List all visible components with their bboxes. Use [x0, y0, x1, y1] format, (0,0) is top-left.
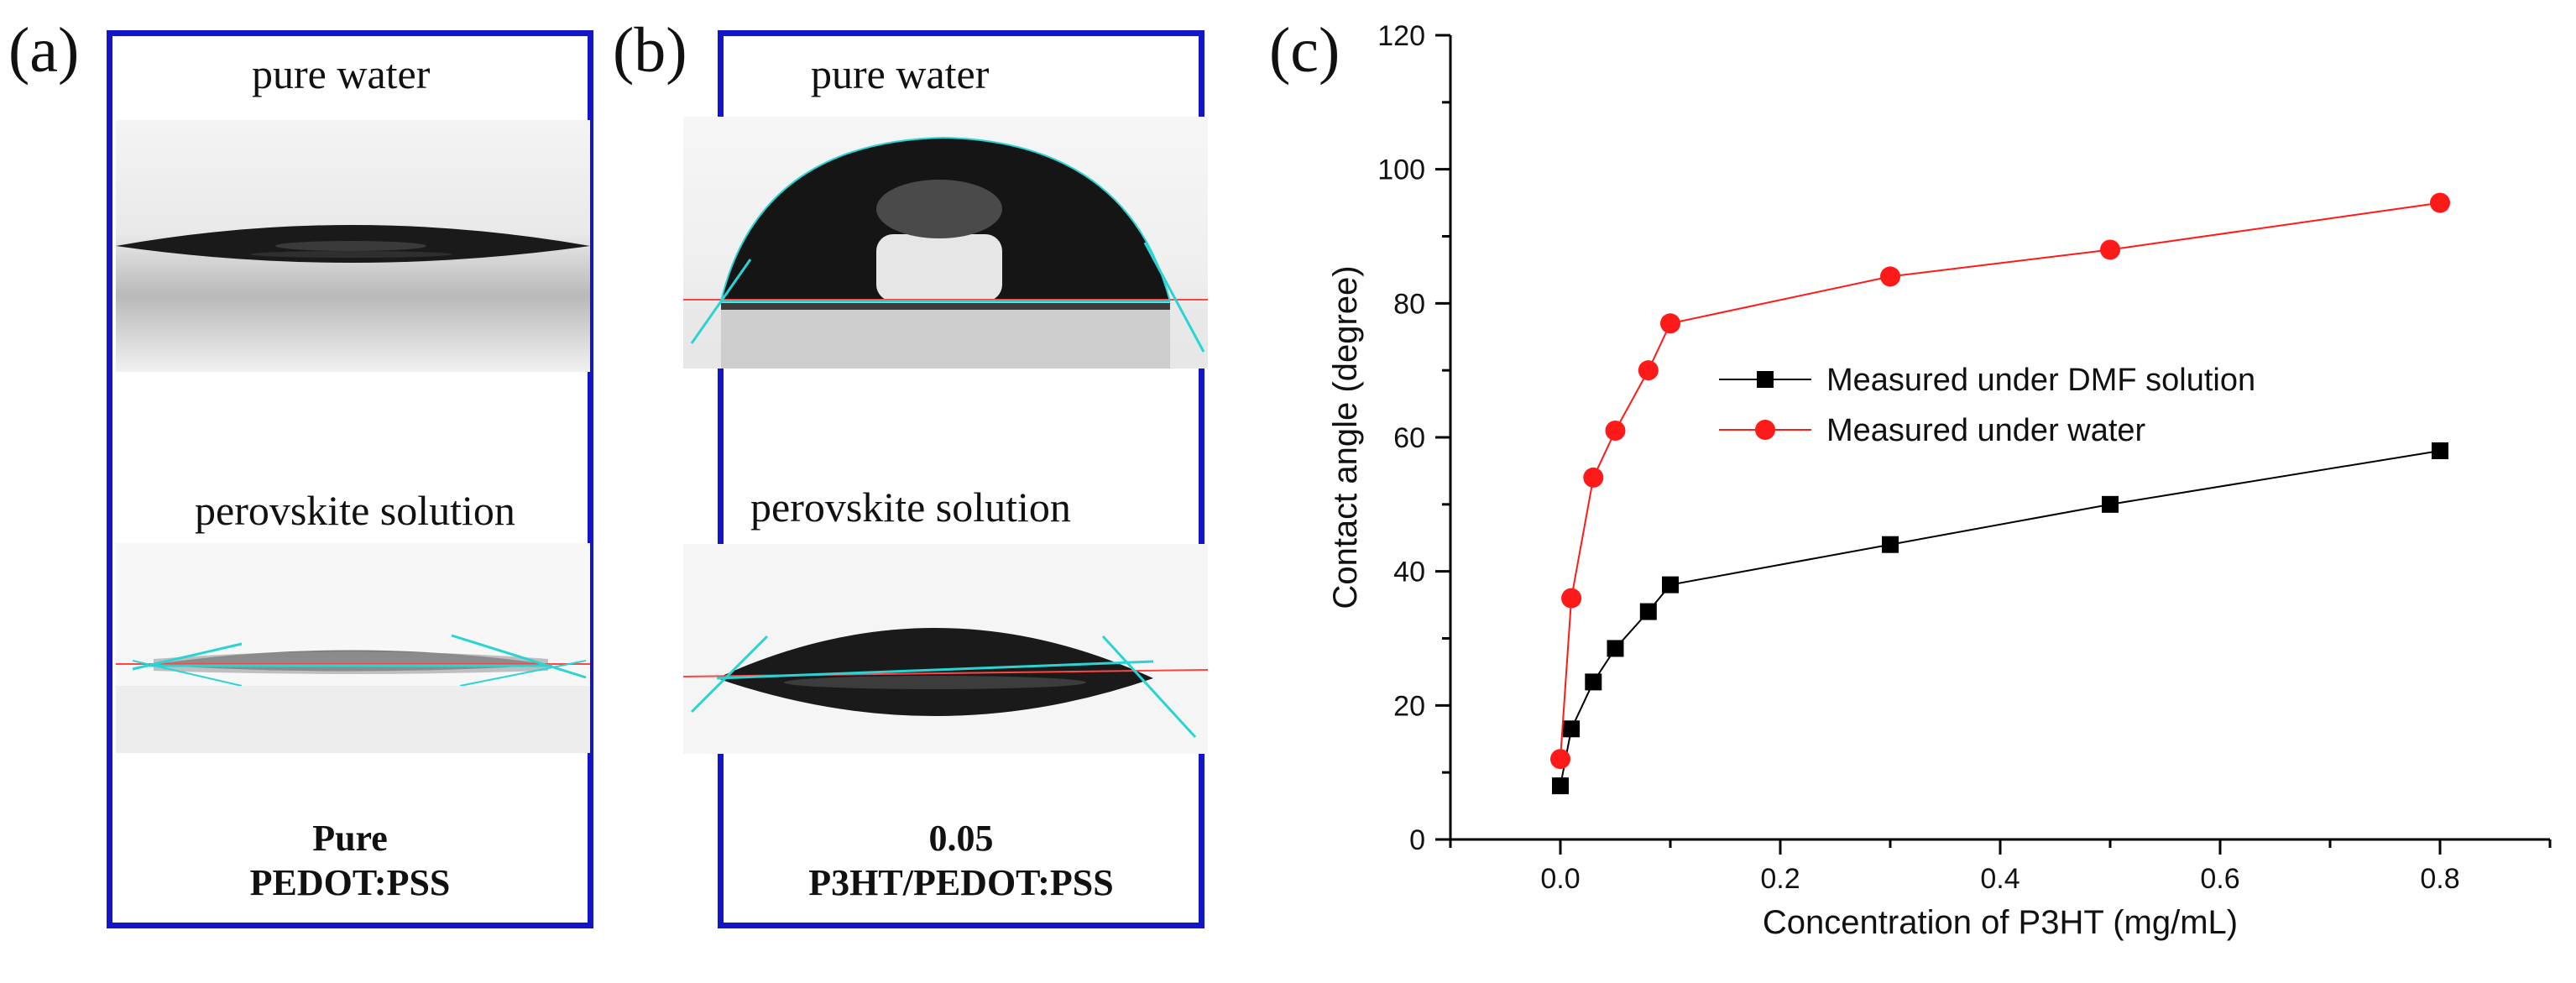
contact-angle-chart: 0 20 40 60 80 100 120 0.0 0.2 0.4 0.6 0.8 Concentrat… — [1327, 20, 2552, 941]
y-tick-label: 100 — [1377, 154, 1425, 186]
x-tick-label: 0.6 — [2200, 863, 2239, 895]
y-tick-label: 80 — [1393, 288, 1425, 320]
panel-b-water-droplet-photo — [683, 117, 1208, 369]
data-point-dmf — [1639, 603, 1657, 620]
data-point-water — [2100, 239, 2120, 260]
data-point-water — [1660, 313, 1680, 334]
panel-a-sample-line1: Pure — [312, 818, 388, 859]
data-point-water — [1550, 749, 1570, 770]
x-axis-label: Concentration of P3HT (mg/mL) — [1763, 904, 2238, 941]
panel-b-sample-label: 0.05 P3HT/PEDOT:PSS — [724, 817, 1199, 906]
y-tick-label: 0 — [1409, 824, 1425, 856]
panel-a-perovskite-caption: perovskite solution — [195, 487, 515, 534]
y-tick-label: 120 — [1377, 20, 1425, 52]
series-line — [1560, 201, 2441, 760]
panel-a-water-droplet-photo — [116, 120, 590, 372]
panel-b-perovskite-caption: perovskite solution — [750, 484, 1071, 531]
legend-marker — [1757, 371, 1774, 388]
panel-b-sample-line2: P3HT/PEDOT:PSS — [808, 861, 1114, 903]
series-line — [1560, 449, 2441, 787]
y-axis-label: Contact angle (degree) — [1327, 265, 1364, 609]
x-tick-label: 0.2 — [1760, 863, 1800, 895]
data-point-dmf — [1882, 536, 1899, 553]
y-tick-label: 40 — [1393, 557, 1425, 588]
data-point-dmf — [1585, 673, 1602, 691]
data-point-dmf — [1552, 777, 1569, 795]
x-tick-label: 0.0 — [1540, 863, 1580, 895]
x-tick-label: 0.4 — [1980, 863, 2020, 895]
data-point-water — [1880, 266, 1900, 287]
data-point-water — [1561, 588, 1582, 609]
panel-b-sample-line1: 0.05 — [928, 818, 994, 859]
data-point-dmf — [1563, 720, 1581, 738]
panel-a-frame: pure water perovskite solution — [107, 30, 593, 928]
panel-b-letter: (b) — [613, 15, 687, 86]
panel-a-sample-line2: PEDOT:PSS — [249, 861, 451, 903]
data-point-water — [1583, 467, 1604, 488]
panel-a-letter: (a) — [8, 15, 80, 86]
data-point-water — [1638, 360, 1659, 381]
data-point-dmf — [1662, 576, 1679, 593]
panel-b-water-caption: pure water — [811, 50, 990, 97]
panel-b-frame: pure water perovskite solution — [683, 30, 1208, 928]
legend-marker — [1755, 420, 1775, 440]
y-tick-label: 60 — [1393, 422, 1425, 454]
data-point-dmf — [2102, 495, 2119, 513]
panel-a-perovskite-droplet-photo — [116, 543, 590, 753]
panel-c-letter: (c) — [1269, 15, 1340, 86]
y-tick-label: 20 — [1393, 690, 1425, 722]
data-point-water — [1605, 421, 1626, 442]
legend-label: Measured under water — [1826, 413, 2146, 448]
x-tick-label: 0.8 — [2420, 863, 2459, 895]
panel-b-perovskite-droplet-photo — [683, 544, 1208, 754]
data-point-water — [2430, 192, 2450, 213]
panel-a-water-caption: pure water — [252, 50, 431, 97]
data-point-dmf — [2432, 442, 2448, 459]
data-point-dmf — [1607, 640, 1624, 657]
panel-a-sample-label: Pure PEDOT:PSS — [112, 817, 588, 906]
legend-label: Measured under DMF solution — [1826, 363, 2255, 398]
